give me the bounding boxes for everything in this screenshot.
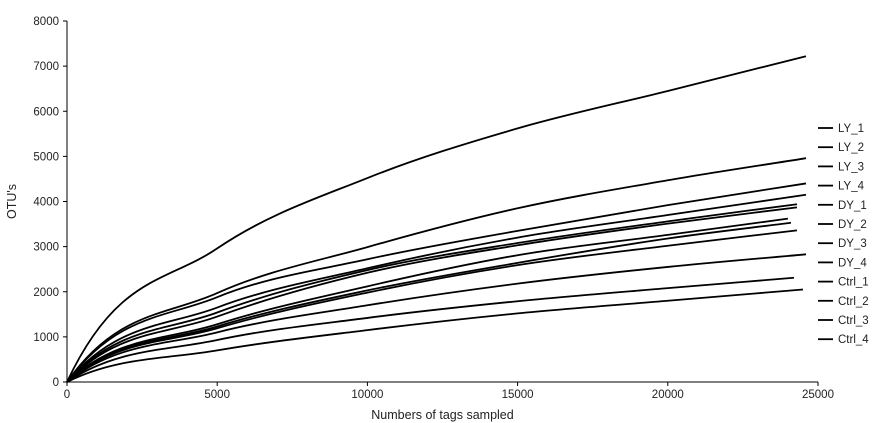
legend-item: DY_4 <box>818 257 867 269</box>
y-tick-label: 6000 <box>33 106 59 118</box>
series-line-dy-4 <box>66 221 792 383</box>
legend-item: Ctrl_4 <box>818 334 869 346</box>
legend-label: Ctrl_2 <box>838 296 869 308</box>
y-tick-label: 0 <box>53 377 59 389</box>
series-line-ctrl-2 <box>66 253 807 383</box>
plot-area: 0 5000 10000 15000 20000 25000 0 1000 2000 3000 4… <box>33 16 834 401</box>
x-tick-label: 20000 <box>652 389 684 401</box>
y-tick-label: 1000 <box>33 332 59 344</box>
legend-item: LY_3 <box>818 161 864 173</box>
legend-item: LY_4 <box>818 181 865 193</box>
legend-label: Ctrl_1 <box>838 277 869 289</box>
y-axis-ticks: 0 1000 2000 3000 4000 5000 6000 7000 8000 <box>33 16 67 389</box>
series-line-ly-1 <box>66 55 807 383</box>
y-tick-label: 5000 <box>33 151 59 163</box>
legend-label: LY_4 <box>838 181 865 193</box>
legend: LY_1 LY_2 LY_3 LY_4 DY_1 DY_2 DY_3 DY_4 Ctrl_1 Ct… <box>818 123 869 346</box>
legend-item: DY_3 <box>818 238 867 250</box>
series-lines <box>66 55 807 383</box>
series-line-ly-4 <box>66 193 807 383</box>
legend-item: LY_2 <box>818 142 864 154</box>
x-tick-label: 15000 <box>502 389 534 401</box>
x-tick-label: 25000 <box>802 389 834 401</box>
y-tick-label: 3000 <box>33 242 59 254</box>
series-line-dy-1 <box>66 203 798 383</box>
legend-label: Ctrl_3 <box>838 315 869 327</box>
legend-label: Ctrl_4 <box>838 334 869 346</box>
series-line-ctrl-3 <box>66 276 795 383</box>
series-line-ly-2 <box>66 157 807 383</box>
legend-label: LY_1 <box>838 123 864 135</box>
legend-label: LY_3 <box>838 161 864 173</box>
legend-item: Ctrl_2 <box>818 296 869 308</box>
y-tick-label: 8000 <box>33 16 59 28</box>
legend-item: DY_1 <box>818 200 867 212</box>
x-axis-title: Numbers of tags sampled <box>371 408 513 422</box>
series-line-dy-2 <box>66 206 798 383</box>
legend-label: DY_3 <box>838 238 867 250</box>
y-tick-label: 4000 <box>33 197 59 209</box>
y-tick-label: 2000 <box>33 287 59 299</box>
x-tick-label: 5000 <box>204 389 230 401</box>
series-line-ctrl-4 <box>66 288 804 383</box>
legend-label: DY_4 <box>838 257 867 269</box>
series-line-dy-3 <box>66 217 789 383</box>
x-tick-label: 0 <box>64 389 70 401</box>
legend-label: DY_2 <box>838 219 867 231</box>
legend-item: Ctrl_1 <box>818 277 869 289</box>
x-axis-ticks: 0 5000 10000 15000 20000 25000 <box>64 382 834 401</box>
legend-item: LY_1 <box>818 123 864 135</box>
x-tick-label: 10000 <box>351 389 383 401</box>
y-tick-label: 7000 <box>33 61 59 73</box>
series-line-ly-3 <box>66 182 807 383</box>
series-line-ctrl-1 <box>66 229 798 383</box>
legend-item: DY_2 <box>818 219 867 231</box>
legend-label: LY_2 <box>838 142 864 154</box>
legend-label: DY_1 <box>838 200 867 212</box>
legend-item: Ctrl_3 <box>818 315 869 327</box>
y-axis-title: OTU's <box>5 184 19 219</box>
